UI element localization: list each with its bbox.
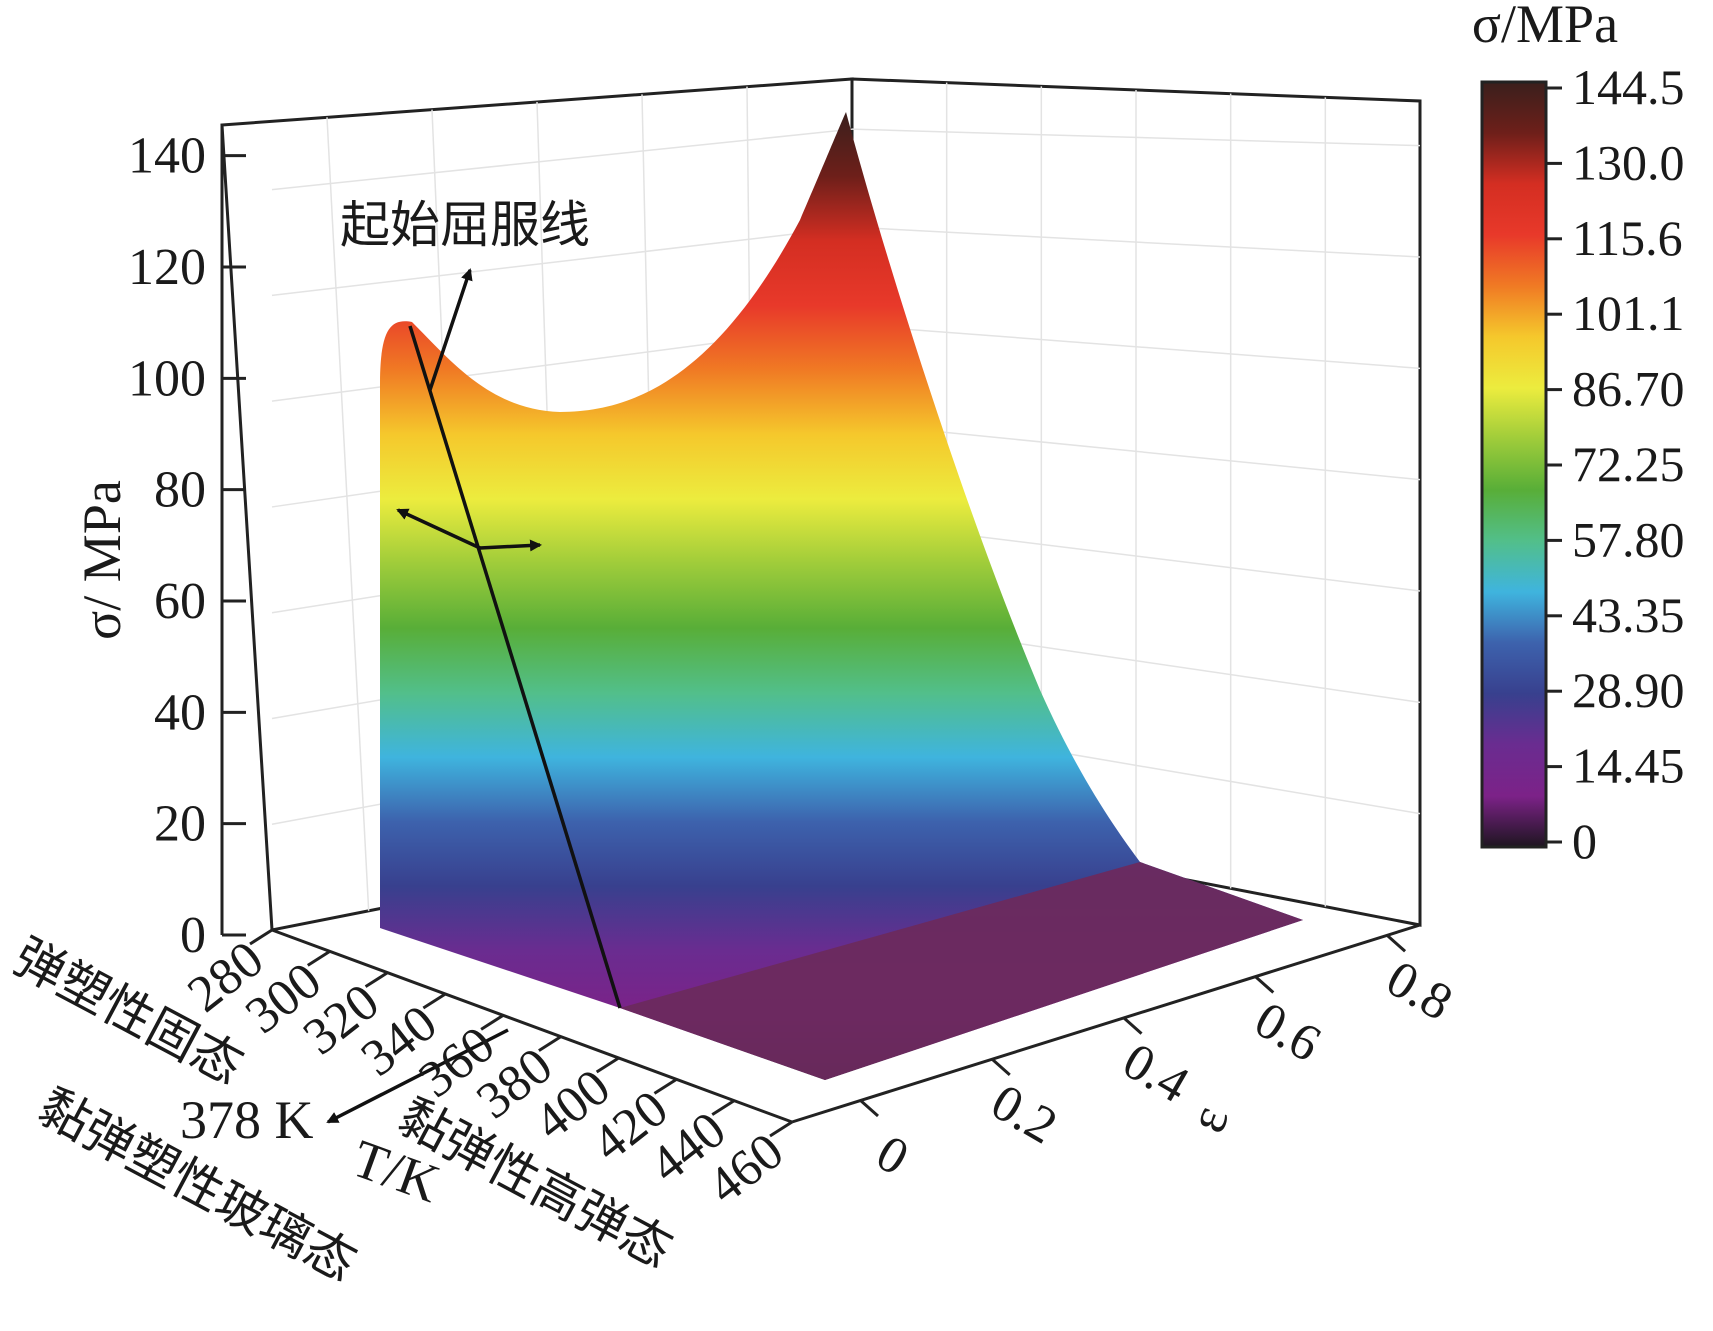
z-axis-label: σ/ MPa [72, 480, 132, 640]
z-tick-label: 40 [154, 684, 206, 741]
strain-tick-label: 0.8 [1377, 950, 1462, 1032]
grid-line-left [271, 226, 853, 297]
colorbar-tick-label: 101.1 [1572, 285, 1685, 341]
colorbar-tick-label: 43.35 [1572, 587, 1685, 643]
t-tick-mark [595, 1056, 620, 1074]
strain-tick-mark [1254, 975, 1275, 994]
colorbar-tick-label: 28.90 [1572, 662, 1685, 718]
colorbar-tick-label: 0 [1572, 813, 1597, 869]
strain-tick-label: 0.6 [1245, 991, 1330, 1073]
colorbar-tick-label: 86.70 [1572, 361, 1685, 417]
strain-tick-mark [859, 1098, 879, 1118]
strain-axis-label: ε [1176, 1098, 1240, 1140]
bottom-left-edge [271, 928, 793, 1124]
grid-line-left [271, 128, 853, 191]
yield-line-label: 起始屈服线 [340, 197, 590, 253]
colorbar-tick-label: 144.5 [1572, 59, 1685, 115]
t-tick-mark [249, 928, 273, 946]
colorbar-ticks: 144.5 130.0 115.6 101.1 86.70 72.25 57.80 43.35… [1546, 59, 1685, 869]
box-front-edges [220, 125, 1421, 1124]
z-tick-label: 120 [128, 239, 206, 296]
z-axis-ticks: 0 20 40 60 80 100 120 140 [128, 128, 246, 964]
surface-side-face [380, 112, 1303, 1080]
t-tick-mark [769, 1120, 793, 1138]
z-tick-label: 20 [154, 796, 206, 853]
yield-line [408, 325, 622, 1009]
t-tick-mark [306, 950, 331, 967]
t-tick-mark [653, 1078, 678, 1095]
z-tick-label: 0 [180, 907, 206, 964]
colorbar-title: σ/MPa [1472, 0, 1618, 54]
stress-surface [380, 112, 1303, 1080]
double-arrow-right [479, 539, 542, 552]
z-tick-label: 100 [128, 350, 206, 407]
t-tick-mark [711, 1099, 736, 1116]
strain-tick-mark [1122, 1016, 1143, 1035]
double-arrow-left [396, 508, 481, 550]
colorbar-bar [1480, 80, 1548, 849]
t-tick-mark [538, 1035, 562, 1052]
colorbar-tick-label: 57.80 [1572, 511, 1685, 567]
yield-arrow [428, 268, 473, 391]
colorbar-tick-label: 115.6 [1572, 210, 1683, 266]
z-tick-label: 140 [128, 128, 206, 185]
z-tick-label: 60 [154, 573, 206, 630]
temp-arrow [326, 1028, 509, 1124]
annotations [326, 268, 622, 1124]
colorbar-tick-label: 130.0 [1572, 134, 1685, 190]
t-tick-mark [422, 992, 447, 1010]
surface-floor-face [620, 862, 1303, 1080]
colorbar-tick-label: 72.25 [1572, 436, 1685, 492]
t-tick-mark [364, 971, 389, 988]
transition-temp-label: 378 K [180, 1090, 314, 1150]
colorbar-tick-label: 14.45 [1572, 738, 1685, 794]
strain-tick-mark [990, 1057, 1011, 1076]
strain-tick-label: 0.2 [982, 1074, 1067, 1156]
strain-tick-label: 0 [867, 1125, 918, 1187]
t-tick-mark [480, 1014, 504, 1031]
grid-line-vertical [326, 117, 370, 911]
z-tick-label: 80 [154, 462, 206, 519]
strain-tick-mark [1386, 934, 1407, 953]
bottom-right-edge [791, 923, 1421, 1124]
colorbar: σ/MPa 144.5 130.0 115.6 101.1 86.70 72.25 57.8… [1472, 0, 1685, 869]
